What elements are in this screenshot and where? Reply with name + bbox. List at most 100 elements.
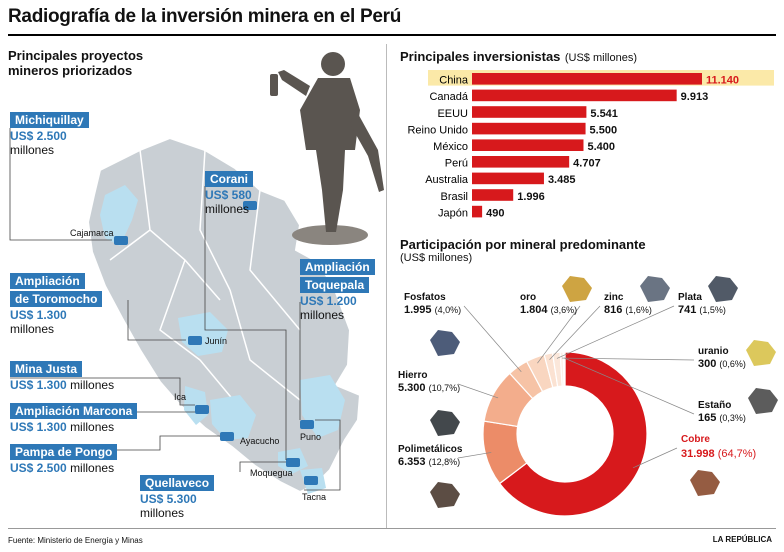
data-label: 9.913 xyxy=(681,91,709,103)
slice-name-label: oro xyxy=(520,292,536,303)
project-name-line2: Toquepala xyxy=(300,277,370,293)
source-note: Fuente: Ministerio de Energía y Minas xyxy=(8,536,143,545)
title-rule xyxy=(8,34,776,36)
project-name: Pampa de Pongo xyxy=(10,444,118,460)
project-name-line1: Ampliación xyxy=(10,273,85,289)
category-label: Japón xyxy=(438,207,468,219)
project-name: Corani xyxy=(205,171,254,187)
project-name: Michiquillay xyxy=(10,112,89,128)
data-label: 11.140 xyxy=(706,75,739,87)
slice-value-label: 1.995 (4,0%) xyxy=(404,304,461,316)
project-quellaveco: Quellaveco US$ 5.300 millones xyxy=(140,474,215,520)
project-unit: millones xyxy=(205,202,250,216)
project-unit: millones xyxy=(10,322,55,336)
leader-line xyxy=(632,447,678,469)
project-amount: US$ 2.500 xyxy=(10,461,67,475)
bar xyxy=(472,122,586,135)
slice-name-label: Estaño xyxy=(698,400,731,411)
footer-rule xyxy=(8,528,776,529)
city-label-ayacucho: Ayacucho xyxy=(240,436,280,446)
page-title: Radiografía de la inversión minera en el… xyxy=(8,6,402,27)
slice-name-label: Hierro xyxy=(398,370,427,381)
project-pampa-de-pongo: Pampa de Pongo US$ 2.500 millones xyxy=(10,443,118,475)
investors-heading: Principales inversionistas (US$ millones… xyxy=(400,48,637,66)
category-label: EEUU xyxy=(437,108,468,120)
mineral-sample-image xyxy=(562,276,592,302)
city-label-ica: Ica xyxy=(174,392,187,402)
pie-slice xyxy=(562,351,566,387)
project-unit: millones xyxy=(70,378,115,392)
bar xyxy=(472,139,584,151)
city-label-tacna: Tacna xyxy=(302,492,327,502)
slice-value-label: 6.353 (12,8%) xyxy=(398,456,460,468)
mine-icon xyxy=(114,236,128,245)
slice-percent-label: (1,5%) xyxy=(699,305,726,315)
mine-icons xyxy=(114,201,318,485)
projects-heading-line2: mineros priorizados xyxy=(8,63,133,78)
project-ampliacion-toquepala: Ampliación Toquepala US$ 1.200 millones xyxy=(300,258,375,322)
leader-line xyxy=(457,452,492,459)
project-amount: US$ 2.500 xyxy=(10,129,67,143)
miner-statue-image xyxy=(270,52,384,245)
bar xyxy=(472,156,570,168)
bar xyxy=(472,73,702,85)
mineral-sample-image xyxy=(430,482,460,508)
mine-icon xyxy=(220,432,234,441)
slice-percent-label: (0,3%) xyxy=(719,413,746,423)
project-amount: US$ 1.300 xyxy=(10,420,67,434)
slice-value-label: 5.300 (10,7%) xyxy=(398,382,460,394)
slice-percent-label: (10,7%) xyxy=(429,383,461,393)
slice-percent-label: (1,6%) xyxy=(625,305,652,315)
mineral-sample-image xyxy=(708,276,738,302)
leader-line xyxy=(564,357,695,415)
category-label: Perú xyxy=(445,158,468,170)
bar xyxy=(472,172,544,185)
category-label: China xyxy=(439,75,469,87)
leader-line xyxy=(457,383,499,399)
slice-percent-label: (64,7%) xyxy=(718,448,757,460)
mineral-sample-image xyxy=(430,410,460,436)
slice-name-label: Fosfatos xyxy=(404,292,446,303)
project-ampliacion-toromocho: Ampliación de Toromocho US$ 1.300 millon… xyxy=(10,272,103,336)
data-label: 4.707 xyxy=(573,158,601,170)
project-mina-justa: Mina Justa US$ 1.300 millones xyxy=(10,360,114,392)
slice-percent-label: (12,8%) xyxy=(429,457,461,467)
slice-percent-label: (0,6%) xyxy=(719,359,746,369)
slice-value-label: 741 (1,5%) xyxy=(678,304,726,316)
slice-value-label: 816 (1,6%) xyxy=(604,304,652,316)
leader-line xyxy=(556,305,675,359)
leader-line xyxy=(549,305,601,360)
slice-value-label: 31.998 (64,7%) xyxy=(681,448,756,460)
project-michiquillay: Michiquillay US$ 2.500 millones xyxy=(10,111,89,157)
project-name-line2: de Toromocho xyxy=(10,291,103,307)
data-label: 5.541 xyxy=(590,108,618,120)
project-amount: US$ 580 xyxy=(205,188,252,202)
project-amount: US$ 5.300 xyxy=(140,492,197,506)
minerals-unit: (US$ millones) xyxy=(400,252,473,264)
slice-value-label: 165 (0,3%) xyxy=(698,412,746,424)
investors-bar-chart: China 11.140 Canadá 9.913 EEUU 5.541 Reino Uni… xyxy=(407,70,774,219)
minerals-title: Participación por mineral predominante xyxy=(400,237,646,252)
leader-line xyxy=(561,357,695,361)
project-name-line1: Ampliación xyxy=(300,259,375,275)
slice-percent-label: (4,0%) xyxy=(435,305,462,315)
mineral-sample-image xyxy=(640,276,670,302)
slice-name-label: Plata xyxy=(678,292,702,303)
project-unit: millones xyxy=(300,308,345,322)
project-unit: millones xyxy=(10,143,55,157)
project-name: Mina Justa xyxy=(10,361,83,377)
mine-icon xyxy=(195,405,209,414)
city-label-puno: Puno xyxy=(300,432,322,442)
project-amount: US$ 1.300 xyxy=(10,308,67,322)
slice-name-label: Polimetálicos xyxy=(398,444,463,455)
mineral-sample-image xyxy=(430,330,460,356)
investors-unit: (US$ millones) xyxy=(564,52,637,64)
slice-value-label: 1.804 (3,6%) xyxy=(520,304,577,316)
mineral-sample-image xyxy=(748,388,778,414)
mine-icon xyxy=(286,458,300,467)
peru-map xyxy=(9,52,384,494)
peru-region-lines xyxy=(109,149,301,421)
city-label-cajamarca: Cajamarca xyxy=(70,228,114,238)
project-ampliacion-marcona: Ampliación Marcona US$ 1.300 millones xyxy=(10,402,138,434)
